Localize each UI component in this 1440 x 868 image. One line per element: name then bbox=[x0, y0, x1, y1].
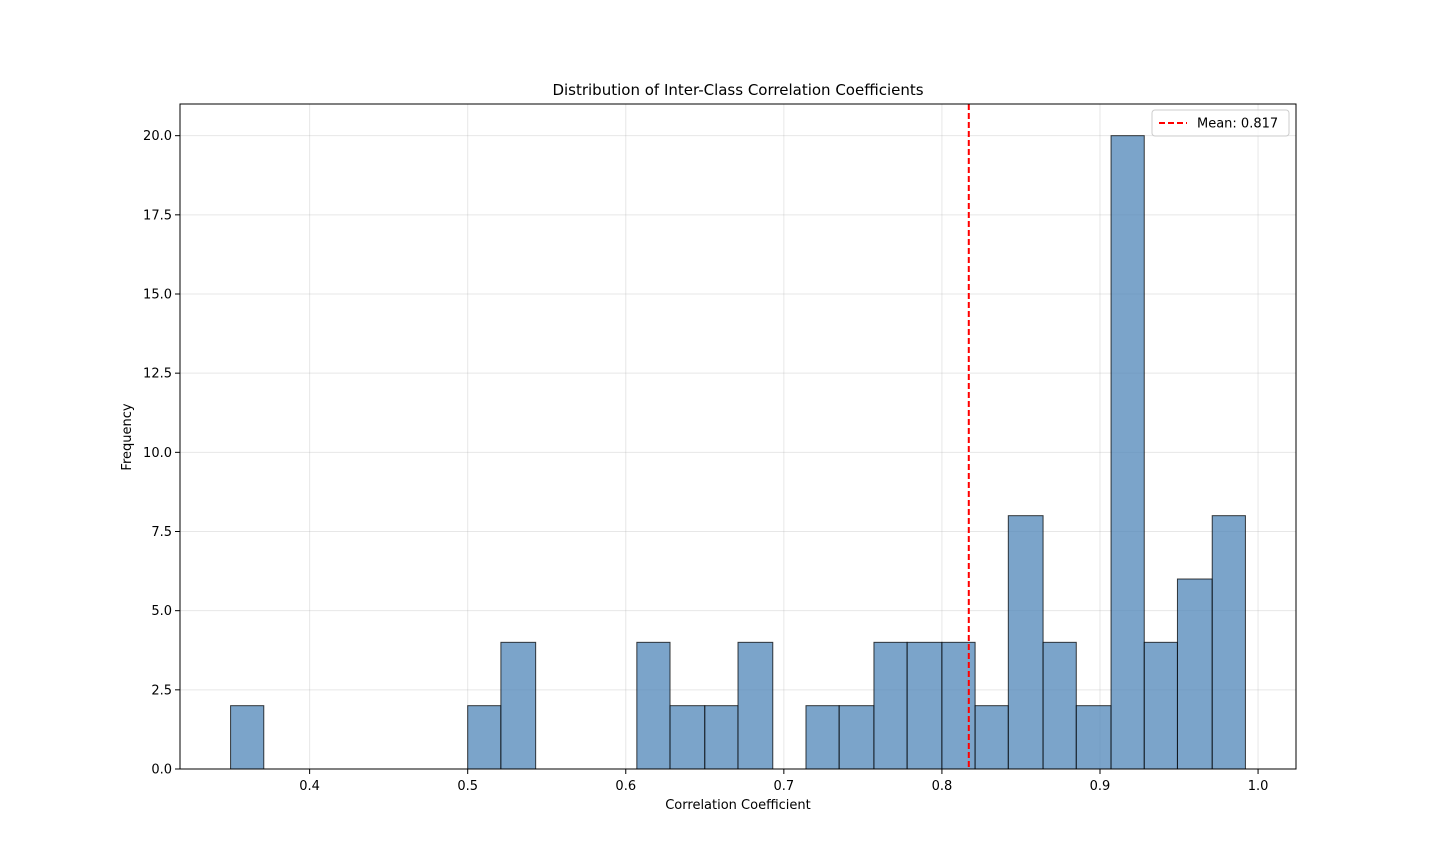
x-axis-label: Correlation Coefficient bbox=[665, 798, 811, 813]
histogram-bar bbox=[941, 641, 976, 770]
y-axis-ticks: 0.0 2.5 5.0 7.5 10.0 12.5 15.0 17.5 20.0 bbox=[143, 129, 180, 778]
histogram-bar bbox=[1075, 705, 1112, 770]
histogram-bar bbox=[974, 705, 1009, 770]
histogram-bars bbox=[230, 135, 1246, 770]
histogram-bar bbox=[669, 705, 706, 770]
y-tick-label: 17.5 bbox=[143, 208, 172, 223]
histogram-bar bbox=[500, 641, 537, 770]
histogram-bar bbox=[1211, 515, 1246, 770]
histogram-bar bbox=[1143, 641, 1178, 770]
x-tick-label: 0.9 bbox=[1090, 779, 1111, 794]
y-tick-label: 5.0 bbox=[151, 604, 172, 619]
y-axis-label: Frequency bbox=[120, 403, 135, 470]
y-tick-label: 0.0 bbox=[151, 763, 172, 778]
y-tick-label: 7.5 bbox=[151, 525, 172, 540]
histogram-bar bbox=[1007, 515, 1044, 770]
histogram-bar bbox=[636, 641, 671, 770]
histogram-bar bbox=[805, 705, 840, 770]
chart-title: Distribution of Inter-Class Correlation … bbox=[552, 81, 923, 99]
histogram-bar bbox=[1110, 135, 1145, 770]
x-tick-label: 0.6 bbox=[615, 779, 636, 794]
x-tick-label: 0.5 bbox=[457, 779, 478, 794]
histogram-bar bbox=[838, 705, 875, 770]
x-tick-label: 0.8 bbox=[932, 779, 953, 794]
x-tick-label: 1.0 bbox=[1248, 779, 1269, 794]
histogram-bar bbox=[704, 705, 739, 770]
y-tick-label: 2.5 bbox=[151, 683, 172, 698]
histogram-bar bbox=[1176, 578, 1213, 770]
y-tick-label: 12.5 bbox=[143, 367, 172, 382]
histogram-bar bbox=[873, 641, 908, 770]
legend-box bbox=[1151, 109, 1290, 137]
y-tick-label: 10.0 bbox=[143, 446, 172, 461]
y-tick-label: 15.0 bbox=[143, 288, 172, 303]
x-axis-ticks: 0.4 0.5 0.6 0.7 0.8 0.9 1.0 bbox=[299, 769, 1268, 794]
histogram-bar bbox=[467, 705, 502, 770]
histogram-bar bbox=[230, 705, 265, 770]
histogram-bar bbox=[1042, 641, 1077, 770]
y-tick-label: 20.0 bbox=[143, 129, 172, 144]
legend-mean-label: Mean: 0.817 bbox=[1197, 117, 1278, 132]
histogram-bar bbox=[906, 641, 943, 770]
x-tick-label: 0.7 bbox=[773, 779, 794, 794]
histogram-bar bbox=[737, 641, 774, 770]
plot-frame bbox=[179, 103, 1297, 770]
x-tick-label: 0.4 bbox=[299, 779, 320, 794]
legend: Mean: 0.817 bbox=[1151, 109, 1290, 137]
